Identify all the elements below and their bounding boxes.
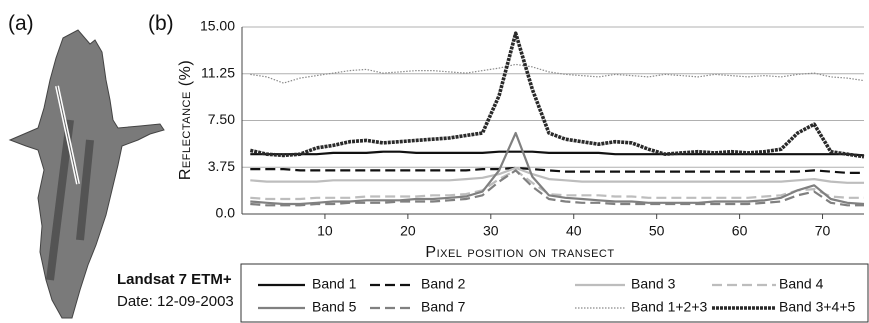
x-tick-label: 20 bbox=[400, 223, 416, 239]
x-tick-label: 60 bbox=[732, 223, 748, 239]
x-tick-label: 50 bbox=[649, 223, 665, 239]
legend-label: Band 4 bbox=[779, 276, 824, 292]
legend-label: Band 3+4+5 bbox=[779, 299, 856, 315]
image-caption: Landsat 7 ETM+ bbox=[117, 271, 232, 288]
legend-label: Band 5 bbox=[312, 299, 357, 315]
y-tick-label: 11.25 bbox=[201, 64, 235, 80]
y-axis-label: Reflectance (%) bbox=[177, 60, 194, 180]
x-tick-label: 70 bbox=[815, 223, 831, 239]
legend-label: Band 7 bbox=[421, 299, 466, 315]
legend-label: Band 3 bbox=[631, 276, 676, 292]
image-caption: Date: 12-09-2003 bbox=[117, 293, 234, 310]
x-axis-label: Pixel position on transect bbox=[425, 244, 614, 261]
legend-label: Band 1+2+3 bbox=[631, 299, 708, 315]
x-tick-label: 30 bbox=[483, 223, 499, 239]
panel-label: (b) bbox=[148, 12, 174, 35]
series-line bbox=[250, 170, 864, 199]
y-tick-label: 7.50 bbox=[208, 111, 235, 127]
x-tick-label: 10 bbox=[317, 223, 333, 239]
y-tick-label: 3.75 bbox=[208, 158, 235, 174]
legend-label: Band 1 bbox=[312, 276, 357, 292]
x-tick-label: 40 bbox=[566, 223, 582, 239]
series-line bbox=[250, 168, 864, 173]
y-tick-label: 15.00 bbox=[200, 18, 235, 34]
y-tick-label: 0.0 bbox=[216, 205, 236, 221]
series-line bbox=[250, 33, 864, 157]
figure: (a) (b) Landsat 7 ETM+ Date: 12-09-2003 … bbox=[0, 0, 869, 323]
page: (a) (b) Landsat 7 ETM+ Date: 12-09-2003 … bbox=[0, 0, 869, 323]
legend-label: Band 2 bbox=[421, 276, 466, 292]
panel-label: (a) bbox=[8, 12, 34, 35]
